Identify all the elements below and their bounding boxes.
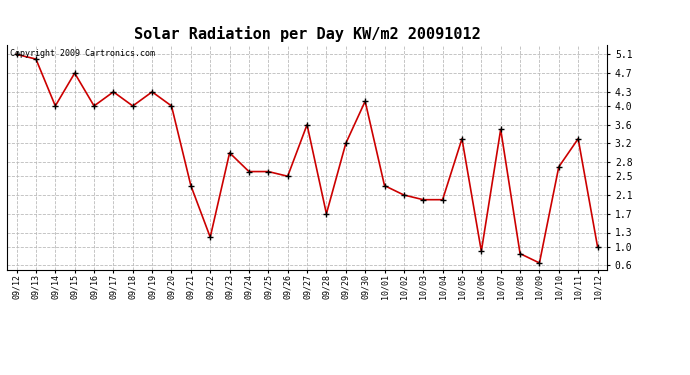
Text: Copyright 2009 Cartronics.com: Copyright 2009 Cartronics.com	[10, 50, 155, 58]
Title: Solar Radiation per Day KW/m2 20091012: Solar Radiation per Day KW/m2 20091012	[134, 27, 480, 42]
